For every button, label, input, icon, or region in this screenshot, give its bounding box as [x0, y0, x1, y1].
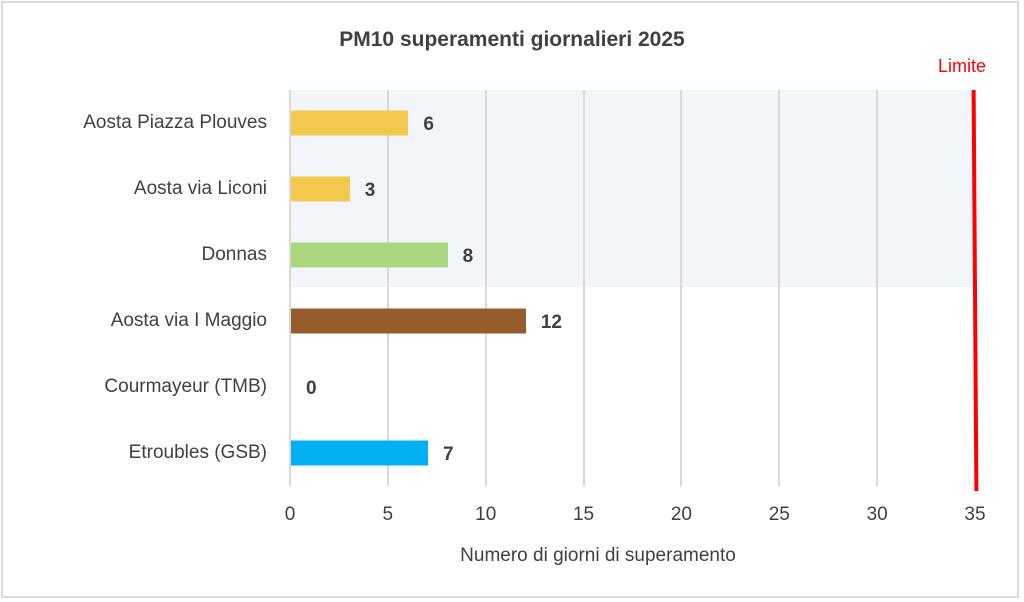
- value-label: 12: [540, 312, 562, 333]
- gridline: [484, 90, 487, 486]
- value-label: 6: [423, 114, 434, 135]
- value-label: 8: [462, 246, 474, 267]
- gridline: [680, 90, 683, 486]
- gridline: [876, 90, 879, 486]
- value-label: 7: [443, 444, 454, 465]
- bar: [291, 110, 409, 136]
- category-label: Donnas: [201, 244, 268, 265]
- x-tick-label: 30: [866, 504, 888, 525]
- category-label: Courmayeur (TMB): [104, 376, 267, 397]
- gridline: [289, 90, 291, 486]
- x-tick-label: 15: [572, 504, 595, 525]
- category-label: Aosta via Liconi: [133, 178, 267, 199]
- x-axis-label: Numero di giorni di superamento: [460, 545, 736, 566]
- category-label: Etroubles (GSB): [128, 442, 267, 463]
- bar: [291, 176, 350, 202]
- x-tick-label: 35: [964, 504, 986, 525]
- x-tick-label: 20: [670, 504, 692, 525]
- limit-label: Limite: [938, 56, 987, 76]
- gridline: [582, 90, 585, 486]
- bar: [291, 440, 428, 466]
- category-label: Aosta Piazza Plouves: [83, 112, 267, 133]
- chart-title: PM10 superamenti giornalieri 2025: [339, 28, 685, 51]
- gridline: [778, 90, 781, 486]
- x-tick-label: 25: [768, 504, 790, 525]
- value-label: 0: [306, 378, 317, 399]
- value-label: 3: [364, 180, 376, 201]
- gridline: [386, 90, 389, 486]
- x-tick-label: 0: [284, 504, 296, 525]
- bar: [291, 308, 526, 334]
- x-tick-label: 5: [382, 504, 394, 525]
- x-tick-label: 10: [475, 504, 497, 525]
- bar: [291, 242, 448, 268]
- category-label: Aosta via I Maggio: [110, 310, 267, 331]
